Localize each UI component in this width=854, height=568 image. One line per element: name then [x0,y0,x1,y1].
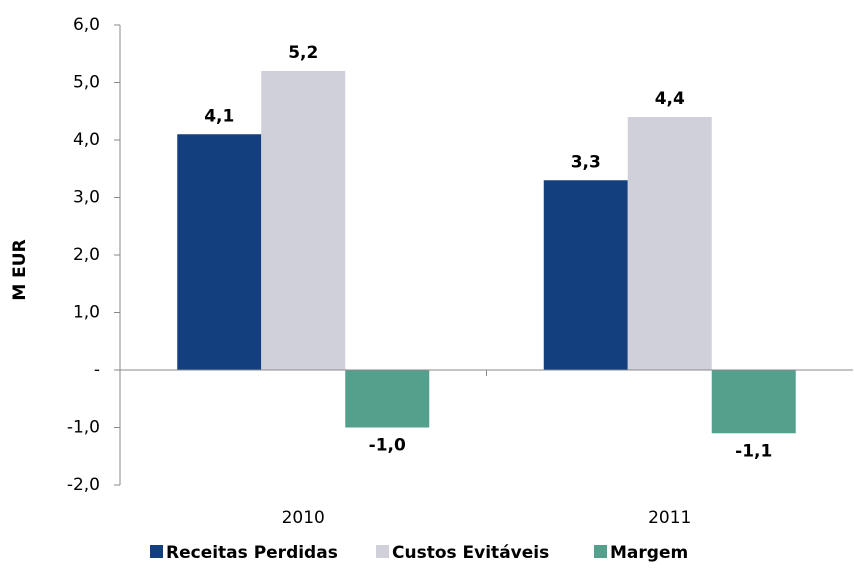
bar [177,134,262,370]
legend-swatch [150,545,163,558]
x-tick-label: 2010 [282,508,325,528]
x-tick-label: 2011 [648,508,691,528]
y-tick-label: -1,0 [67,418,100,438]
legend-label: Margem [610,543,688,563]
y-tick-label: 4,0 [73,130,100,150]
y-tick-label: 6,0 [73,15,100,35]
y-tick-label: -2,0 [67,475,100,495]
legend-swatch [376,545,389,558]
bar [543,180,628,370]
y-tick-label: 5,0 [73,73,100,93]
bar [711,370,796,434]
value-label: 5,2 [288,43,318,63]
bar [627,117,712,370]
legend-label: Receitas Perdidas [166,543,338,563]
y-tick-label: 3,0 [73,188,100,208]
y-axis-label: M EUR [10,239,30,300]
value-label: -1,1 [735,441,772,461]
value-label: 3,3 [571,152,601,172]
legend-label: Custos Evitáveis [392,543,549,563]
legend-swatch [594,545,607,558]
bar [345,370,430,428]
value-label: -1,0 [369,436,406,456]
y-tick-label: 1,0 [73,303,100,323]
value-label: 4,1 [204,106,234,126]
value-label: 4,4 [655,89,685,109]
y-tick-label: - [94,360,100,380]
y-tick-label: 2,0 [73,245,100,265]
bar [261,71,346,370]
